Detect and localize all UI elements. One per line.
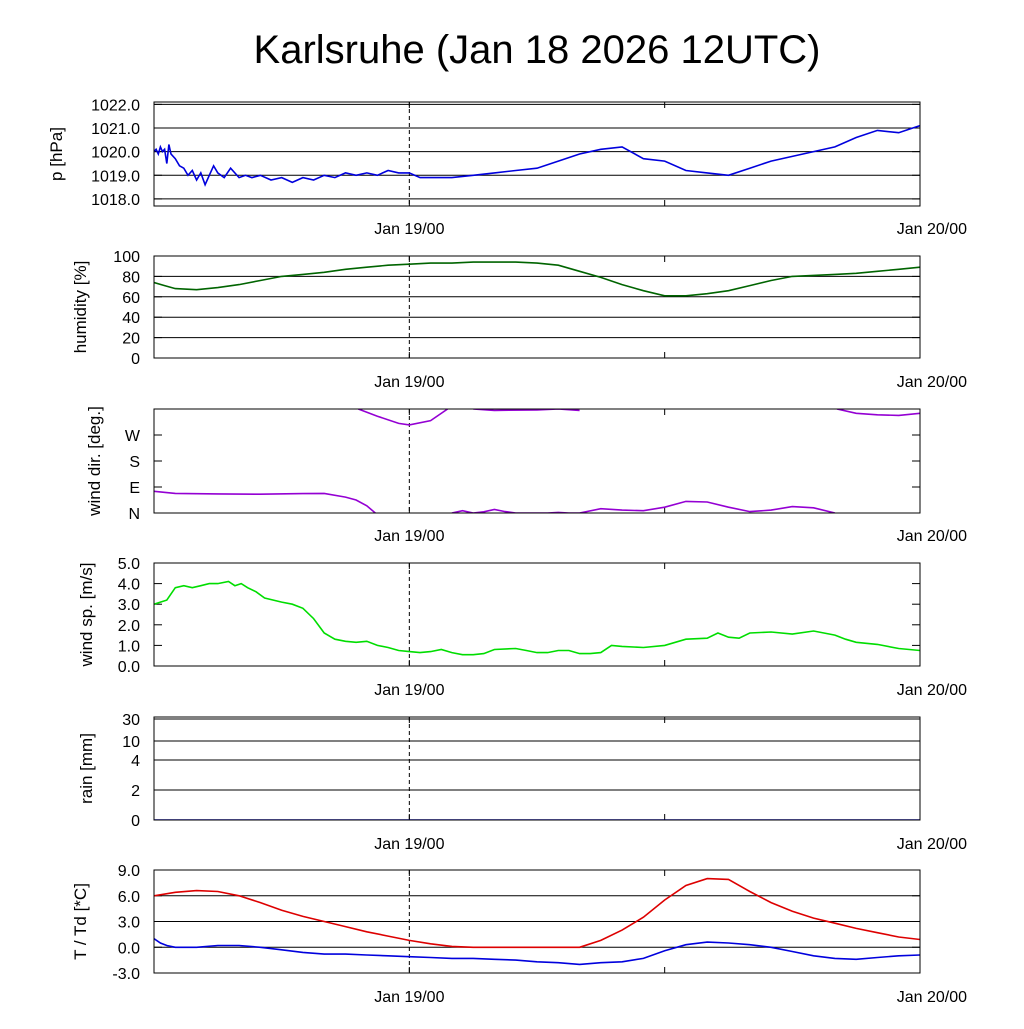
x-tick-label: Jan 20/00 xyxy=(897,221,967,238)
y-tick-label: 0.0 xyxy=(118,940,140,957)
panel-wind_speed: 0.0 1.0 2.0 3.0 4.0 5.0 Jan 19/00 Jan 20/00 wind… xyxy=(77,556,967,699)
y-tick-label: 4.0 xyxy=(118,577,140,594)
y-tick-label: 0.0 xyxy=(118,659,140,676)
panel-frame xyxy=(153,562,921,667)
x-tick-label: Jan 19/00 xyxy=(374,682,444,699)
y-tick-label: 40 xyxy=(122,310,140,327)
y-tick-label: 1022.0 xyxy=(91,97,140,114)
panel-frame xyxy=(153,716,921,821)
y-tick-label: 1018.0 xyxy=(91,192,140,209)
y-axis-label: T / Td [*C] xyxy=(71,883,90,960)
y-tick-label: 1019.0 xyxy=(91,168,140,185)
x-tick-label: Jan 20/00 xyxy=(897,528,967,545)
y-tick-label: 2.0 xyxy=(118,618,140,635)
y-tick-label: 1.0 xyxy=(118,638,140,655)
y-tick-label: 3.0 xyxy=(118,597,140,614)
y-tick-label: 3.0 xyxy=(118,915,140,932)
y-tick-label: 20 xyxy=(122,331,140,348)
panel-frame xyxy=(153,255,921,359)
y-tick-label: 100 xyxy=(113,249,140,266)
y-tick-label: 0 xyxy=(131,351,140,368)
y-tick-label: E xyxy=(129,480,140,497)
panel-rain: 0 2 4 10 30 Jan 19/00 Jan 20/00 rain [mm] xyxy=(77,712,967,853)
chart-title: Karlsruhe (Jan 18 2026 12UTC) xyxy=(254,28,821,72)
y-tick-label: 6.0 xyxy=(118,889,140,906)
panel-frame xyxy=(153,408,921,514)
y-axis-label: rain [mm] xyxy=(77,733,96,804)
x-tick-label: Jan 20/00 xyxy=(897,989,967,1006)
y-tick-label: 1021.0 xyxy=(91,121,140,138)
series-line-pressure-0 xyxy=(154,124,920,187)
x-tick-label: Jan 19/00 xyxy=(374,528,444,545)
panel-frame xyxy=(153,869,921,974)
series-line-wind_direction-0 xyxy=(836,409,920,417)
y-tick-label: -3.0 xyxy=(112,966,140,983)
y-tick-label: 2 xyxy=(131,783,140,800)
y-tick-label: 80 xyxy=(122,269,140,286)
y-tick-label: S xyxy=(129,454,140,471)
panel-frame xyxy=(153,101,921,207)
y-tick-label: 0 xyxy=(131,813,140,830)
x-tick-label: Jan 20/00 xyxy=(897,682,967,699)
y-tick-label: 9.0 xyxy=(118,863,140,880)
y-axis-label: humidity [%] xyxy=(71,261,90,354)
y-tick-label: 10 xyxy=(122,734,140,751)
panel-humidity: 0 20 40 60 80 100 Jan 19/00 Jan 20/00 humidity [… xyxy=(71,249,967,391)
panel-temperature: -3.0 0.0 3.0 6.0 9.0 Jan 19/00 Jan 20/00 T / Td… xyxy=(71,863,967,1006)
y-axis-label: wind sp. [m/s] xyxy=(77,563,96,668)
y-tick-label: 30 xyxy=(122,712,140,729)
series-line-wind_direction-0 xyxy=(358,409,449,426)
x-tick-label: Jan 20/00 xyxy=(897,374,967,391)
x-tick-label: Jan 19/00 xyxy=(374,374,444,391)
x-tick-label: Jan 19/00 xyxy=(374,989,444,1006)
y-axis-label: wind dir. [deg.] xyxy=(85,406,104,517)
series-line-temperature-0 xyxy=(154,877,920,949)
y-tick-label: 4 xyxy=(131,753,140,770)
x-tick-label: Jan 19/00 xyxy=(374,221,444,238)
series-line-wind_direction-0 xyxy=(451,500,836,513)
y-tick-label: N xyxy=(128,506,140,523)
y-axis-label: p [hPa] xyxy=(47,127,66,181)
y-tick-label: 5.0 xyxy=(118,556,140,573)
y-tick-label: 1020.0 xyxy=(91,145,140,162)
series-line-temperature-1 xyxy=(154,938,920,966)
series-line-wind_direction-0 xyxy=(154,490,376,513)
x-tick-label: Jan 19/00 xyxy=(374,836,444,853)
panel-pressure: 1018.0 1019.0 1020.0 1021.0 1022.0 Jan 19/00 J… xyxy=(47,97,967,238)
x-tick-label: Jan 20/00 xyxy=(897,836,967,853)
y-tick-label: 60 xyxy=(122,290,140,307)
y-tick-label: W xyxy=(125,428,141,445)
series-line-humidity-0 xyxy=(154,261,920,297)
series-line-wind_speed-0 xyxy=(154,580,920,656)
